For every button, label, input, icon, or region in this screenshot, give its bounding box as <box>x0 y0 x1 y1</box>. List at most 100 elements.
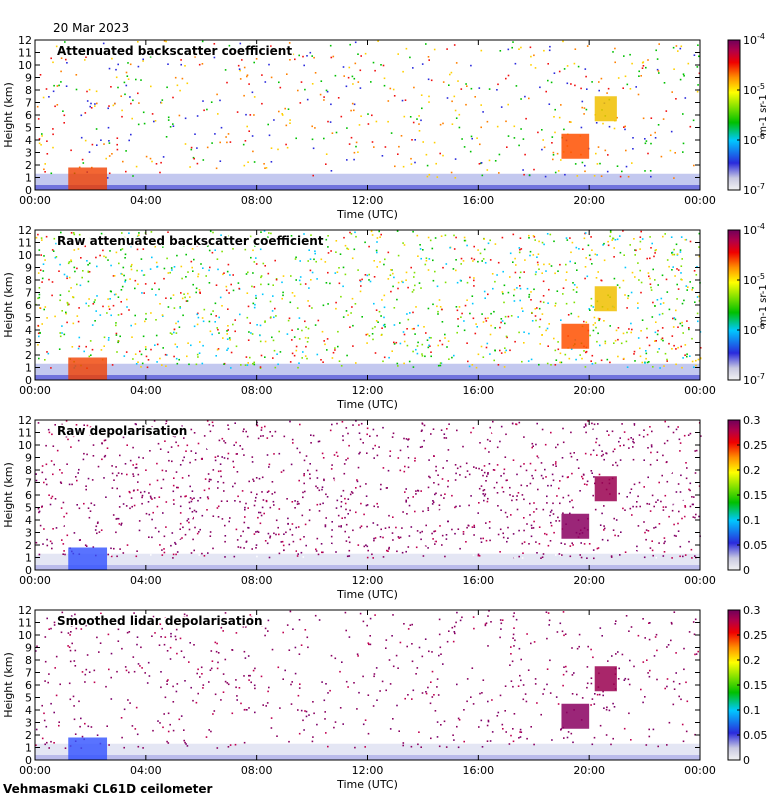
signal-pixel <box>590 704 592 706</box>
signal-pixel <box>219 463 222 465</box>
signal-pixel <box>404 491 406 493</box>
signal-pixel <box>169 126 172 128</box>
signal-pixel <box>167 231 169 233</box>
signal-pixel <box>197 273 200 275</box>
signal-pixel <box>135 555 138 558</box>
signal-pixel <box>95 525 98 528</box>
signal-pixel <box>418 123 420 125</box>
signal-pixel <box>598 89 600 92</box>
signal-pixel <box>44 359 46 361</box>
signal-pixel <box>111 465 113 467</box>
signal-pixel <box>205 736 208 738</box>
signal-pixel <box>303 474 305 477</box>
signal-pixel <box>101 442 103 445</box>
x-tick-label: 08:00 <box>241 194 273 207</box>
signal-pixel <box>90 502 93 505</box>
signal-pixel <box>624 294 626 296</box>
signal-pixel <box>173 307 176 309</box>
signal-pixel <box>525 469 528 472</box>
signal-pixel <box>253 96 256 98</box>
signal-pixel <box>403 333 406 336</box>
signal-pixel <box>516 502 519 505</box>
signal-pixel <box>681 517 683 520</box>
signal-pixel <box>281 297 283 300</box>
signal-pixel <box>243 675 245 677</box>
signal-pixel <box>689 281 691 283</box>
signal-pixel <box>572 289 575 291</box>
signal-pixel <box>339 707 342 709</box>
signal-pixel <box>234 482 236 485</box>
signal-pixel <box>671 252 673 254</box>
signal-pixel <box>247 339 250 341</box>
signal-pixel <box>430 79 433 82</box>
signal-pixel <box>120 243 123 245</box>
signal-pixel <box>405 488 407 490</box>
signal-pixel <box>376 251 378 254</box>
signal-pixel <box>541 129 543 131</box>
signal-pixel <box>174 509 176 512</box>
signal-pixel <box>583 426 585 428</box>
signal-pixel <box>340 517 342 520</box>
signal-pixel <box>522 552 524 554</box>
signal-pixel <box>645 140 648 142</box>
signal-pixel <box>276 353 278 355</box>
signal-pixel <box>577 315 580 318</box>
signal-pixel <box>576 286 578 289</box>
signal-pixel <box>674 318 677 321</box>
signal-pixel <box>263 230 266 232</box>
signal-pixel <box>345 680 348 683</box>
signal-pixel <box>252 669 255 672</box>
signal-pixel <box>549 692 552 694</box>
signal-pixel <box>444 555 446 558</box>
signal-pixel <box>635 86 637 88</box>
signal-pixel <box>260 354 263 357</box>
signal-pixel <box>348 444 350 447</box>
signal-pixel <box>195 701 198 704</box>
signal-pixel <box>69 649 72 652</box>
signal-pixel <box>148 536 150 538</box>
signal-pixel <box>122 160 124 163</box>
signal-pixel <box>439 646 442 649</box>
signal-pixel <box>284 493 287 495</box>
signal-pixel <box>149 483 151 486</box>
signal-pixel <box>403 115 406 118</box>
signal-pixel <box>499 528 502 531</box>
signal-pixel <box>151 160 153 163</box>
signal-pixel <box>227 452 230 455</box>
signal-pixel <box>85 488 87 491</box>
signal-pixel <box>598 81 600 83</box>
signal-pixel <box>178 114 181 117</box>
signal-pixel <box>76 315 79 317</box>
signal-pixel <box>452 268 455 270</box>
signal-pixel <box>296 447 299 450</box>
signal-pixel <box>187 518 190 520</box>
signal-pixel <box>314 252 316 255</box>
signal-pixel <box>103 345 105 347</box>
signal-pixel <box>639 347 641 350</box>
signal-pixel <box>152 238 155 241</box>
signal-pixel <box>269 300 272 303</box>
signal-pixel <box>124 666 127 668</box>
signal-pixel <box>409 312 411 314</box>
signal-pixel <box>366 452 368 454</box>
signal-pixel <box>615 329 618 332</box>
signal-pixel <box>565 263 567 266</box>
signal-pixel <box>50 702 52 705</box>
signal-pixel <box>423 326 425 328</box>
signal-pixel <box>549 45 551 48</box>
signal-pixel <box>380 334 383 336</box>
signal-pixel <box>132 358 134 360</box>
signal-pixel <box>593 316 596 319</box>
signal-pixel <box>644 138 646 140</box>
colorbar-tick-label: 0.1 <box>743 514 761 527</box>
signal-pixel <box>435 469 437 472</box>
signal-pixel <box>487 293 489 296</box>
signal-pixel <box>373 673 376 675</box>
signal-pixel <box>685 462 687 464</box>
signal-pixel <box>408 360 411 363</box>
signal-pixel <box>349 493 352 496</box>
signal-pixel <box>78 336 81 339</box>
signal-pixel <box>335 131 338 134</box>
